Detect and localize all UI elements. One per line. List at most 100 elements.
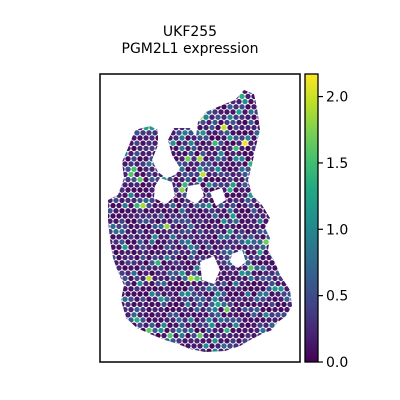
spot-point: [122, 223, 128, 230]
spot-point: [182, 202, 188, 209]
spot-point: [188, 234, 194, 240]
spot-point: [251, 114, 257, 120]
spot-point: [167, 312, 173, 318]
spot-point: [218, 244, 224, 250]
spot-point: [224, 130, 230, 136]
spot-point: [230, 223, 236, 230]
spot-point: [146, 296, 152, 302]
spot-point: [227, 322, 233, 328]
spot-point: [164, 213, 170, 219]
spot-point: [212, 317, 218, 323]
spot-point: [140, 161, 146, 167]
spot-point: [134, 202, 140, 209]
spot-point: [137, 260, 143, 266]
spot-point: [188, 171, 194, 178]
spot-point: [233, 187, 239, 193]
spot-point: [146, 306, 152, 313]
spot-point: [242, 306, 248, 313]
spot-point: [194, 327, 200, 334]
spot-point: [191, 312, 197, 318]
spot-point: [227, 312, 233, 318]
spot-point: [119, 228, 125, 235]
chart-title: UKF255: [162, 24, 218, 40]
spot-point: [254, 306, 260, 313]
spot-point: [239, 114, 245, 120]
spot-point: [245, 249, 251, 256]
spot-point: [266, 317, 272, 323]
spot-point: [182, 171, 188, 178]
spot-point: [149, 166, 155, 172]
spot-point: [155, 208, 161, 214]
spot-point: [155, 260, 161, 266]
spot-point: [134, 296, 140, 302]
spot-point: [242, 223, 248, 230]
spot-point: [248, 130, 254, 136]
spot-point: [185, 145, 191, 152]
spot-point: [158, 254, 164, 261]
spot-point: [179, 208, 185, 214]
spot-point: [161, 291, 167, 297]
spot-point: [269, 301, 275, 308]
spot-point: [221, 343, 227, 349]
spot-point: [269, 322, 275, 328]
spot-point: [236, 109, 242, 115]
spot-point: [161, 332, 167, 339]
spot-point: [113, 218, 119, 224]
colorbar-tick-label: 1.0: [326, 222, 348, 238]
spot-point: [203, 322, 209, 328]
spot-point: [212, 306, 218, 313]
spot-point: [254, 296, 260, 302]
spot-point: [251, 239, 257, 245]
spot-point: [212, 244, 218, 250]
spot-point: [239, 93, 245, 100]
spot-point: [191, 208, 197, 214]
spot-point: [155, 301, 161, 308]
spot-point: [131, 197, 137, 204]
spot-point: [209, 332, 215, 339]
spot-point: [143, 280, 149, 287]
spot-point: [239, 301, 245, 308]
spot-point: [137, 187, 143, 193]
spot-point: [152, 317, 158, 323]
spot-point: [152, 130, 158, 136]
spot-point: [230, 213, 236, 219]
spot-point: [122, 275, 128, 282]
spot-point: [131, 187, 137, 193]
spot-point: [263, 301, 269, 308]
spot-point: [242, 90, 248, 94]
spot-point: [152, 202, 158, 209]
spot-point: [203, 114, 209, 120]
spot-point: [260, 265, 266, 271]
spot-point: [224, 213, 230, 219]
spot-point: [179, 197, 185, 204]
spot-point: [260, 244, 266, 250]
spot-point: [245, 197, 251, 204]
spot-point: [248, 234, 254, 240]
spot-point: [140, 202, 146, 209]
spot-point: [128, 182, 134, 188]
spot-point: [221, 291, 227, 297]
spot-point: [212, 296, 218, 302]
spot-point: [260, 254, 266, 261]
spot-point: [182, 130, 188, 136]
spot-point: [143, 260, 149, 266]
spot-point: [224, 327, 230, 334]
spot-point: [161, 208, 167, 214]
spot-point: [131, 280, 137, 287]
spot-point: [212, 338, 218, 344]
spot-point: [158, 265, 164, 271]
spot-point: [227, 291, 233, 297]
spot-point: [221, 280, 227, 287]
spot-point: [137, 145, 143, 152]
spot-point: [221, 228, 227, 235]
spot-point: [245, 239, 251, 245]
spot-point: [224, 109, 230, 115]
spot-point: [221, 104, 227, 110]
spot-point: [128, 265, 134, 271]
spot-point: [206, 223, 212, 230]
spot-point: [140, 223, 146, 230]
spot-point: [272, 296, 278, 302]
spot-point: [182, 296, 188, 302]
spot-point: [146, 234, 152, 240]
spot-point: [137, 249, 143, 256]
